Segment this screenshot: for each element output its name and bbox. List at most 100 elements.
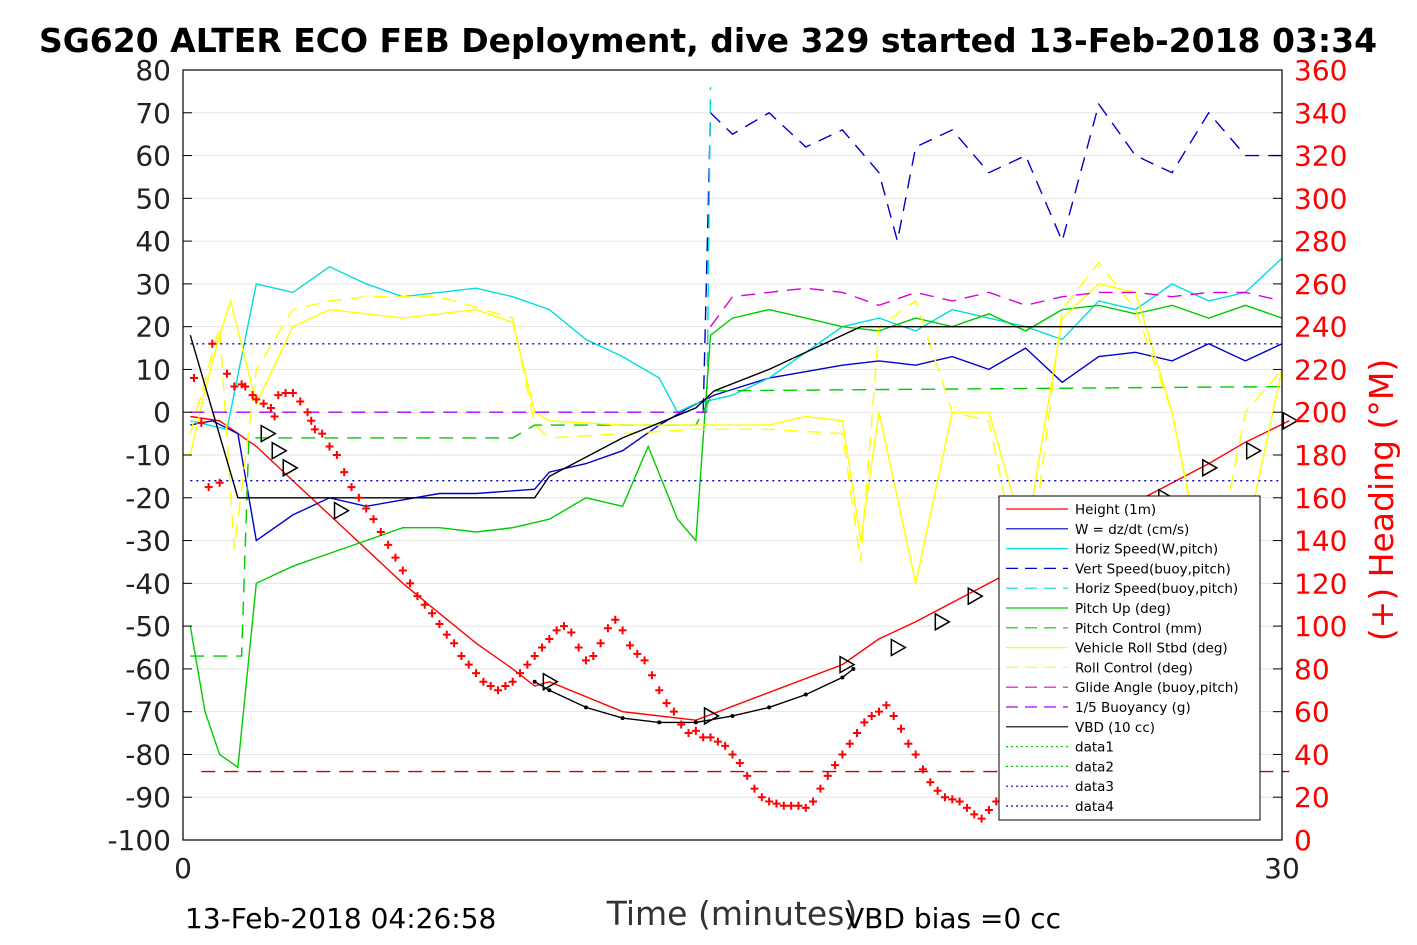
heading-point bbox=[281, 388, 290, 397]
y-right-tick-label: 360 bbox=[1294, 54, 1347, 87]
y-right-tick-label: 160 bbox=[1294, 482, 1347, 515]
descent-track-dot bbox=[851, 666, 856, 671]
heading-point bbox=[508, 677, 517, 686]
footer-vbd-bias: VBD bias =0 cc bbox=[845, 902, 1061, 935]
heading-point bbox=[897, 724, 906, 733]
heading-point bbox=[926, 778, 935, 787]
legend-entry: Glide Angle (buoy,pitch) bbox=[1075, 680, 1239, 696]
series-line-w-dz-dt-cm-s- bbox=[190, 343, 1283, 542]
y-tick-label: 80 bbox=[135, 54, 171, 87]
y-tick-label: 50 bbox=[135, 182, 171, 215]
heading-point bbox=[494, 686, 503, 695]
heading-point bbox=[589, 652, 598, 661]
series-line-vbd-10-cc- bbox=[189, 326, 1282, 499]
legend-entry: data3 bbox=[1075, 779, 1114, 795]
heading-point bbox=[867, 711, 876, 720]
heading-point bbox=[479, 677, 488, 686]
y-tick-label: -10 bbox=[125, 439, 171, 472]
heading-point bbox=[684, 729, 693, 738]
triangle-marker bbox=[1282, 411, 1299, 431]
y-tick-label: -90 bbox=[125, 781, 171, 814]
heading-point bbox=[545, 634, 554, 643]
heading-point bbox=[706, 733, 715, 742]
legend-entry: VBD (10 cc) bbox=[1075, 720, 1155, 736]
y-tick-label: -80 bbox=[125, 738, 171, 771]
legend-entry: Horiz Speed(buoy,pitch) bbox=[1075, 581, 1238, 597]
x-axis-label: Time (minutes) bbox=[606, 894, 858, 933]
heading-point bbox=[230, 382, 239, 391]
heading-point bbox=[303, 408, 312, 417]
heading-point bbox=[559, 622, 568, 631]
y-right-tick-label: 100 bbox=[1294, 610, 1347, 643]
heading-point bbox=[918, 765, 927, 774]
triangle-marker bbox=[282, 458, 299, 478]
left-y-axis: 80 70 60 50 40 30 20 10 0 -10 -20 -30 -40 -50 -60 -70 -8… bbox=[107, 54, 192, 857]
heading-point bbox=[933, 786, 942, 795]
descent-track-dot bbox=[583, 705, 588, 710]
heading-point bbox=[977, 814, 986, 823]
heading-point bbox=[450, 639, 459, 648]
heading-point bbox=[735, 759, 744, 767]
heading-point bbox=[197, 418, 206, 427]
heading-point bbox=[794, 801, 803, 810]
heading-point bbox=[325, 442, 334, 451]
heading-point bbox=[413, 592, 422, 601]
heading-point bbox=[662, 699, 671, 708]
x-tick-label: 30 bbox=[1264, 852, 1300, 885]
heading-point bbox=[889, 711, 898, 720]
heading-point bbox=[523, 660, 532, 669]
y-right-tick-label: 140 bbox=[1294, 525, 1347, 558]
heading-point bbox=[962, 803, 971, 812]
heading-point bbox=[420, 600, 429, 609]
y-right-tick-label: 220 bbox=[1294, 353, 1347, 386]
heading-point bbox=[831, 761, 840, 770]
y-right-tick-label: 200 bbox=[1294, 396, 1347, 429]
heading-point bbox=[904, 739, 913, 748]
y-right-tick-label: 40 bbox=[1294, 738, 1330, 771]
heading-point bbox=[530, 652, 539, 661]
heading-point bbox=[691, 726, 700, 735]
right-y-axis: 3603403203002802602402202001801601401201… bbox=[1273, 54, 1347, 857]
heading-point bbox=[603, 624, 612, 633]
triangle-marker bbox=[967, 586, 984, 606]
descent-track-dot bbox=[693, 720, 698, 725]
heading-point bbox=[728, 750, 737, 759]
heading-point bbox=[384, 540, 393, 549]
heading-point bbox=[940, 793, 949, 802]
heading-point bbox=[204, 483, 213, 492]
y-right-tick-label: 0 bbox=[1294, 824, 1312, 857]
heading-point bbox=[288, 388, 297, 397]
legend-entry: Vert Speed(buoy,pitch) bbox=[1075, 561, 1231, 577]
y-tick-label: -70 bbox=[125, 696, 171, 729]
y-tick-label: 20 bbox=[135, 311, 171, 344]
series-line-horiz-speed-w-pitch- bbox=[190, 257, 1283, 431]
y-tick-label: -100 bbox=[107, 824, 171, 857]
legend-entry: 1/5 Buoyancy (g) bbox=[1075, 700, 1191, 716]
y-tick-label: -50 bbox=[125, 610, 171, 643]
heading-point bbox=[296, 397, 305, 406]
heading-point bbox=[398, 566, 407, 575]
heading-point bbox=[362, 504, 371, 513]
legend-entry: Pitch Control (mm) bbox=[1075, 621, 1202, 637]
heading-point bbox=[677, 720, 686, 729]
footer-timestamp: 13-Feb-2018 04:26:58 bbox=[185, 902, 496, 935]
y-right-tick-label: 60 bbox=[1294, 696, 1330, 729]
y-right-tick-label: 300 bbox=[1294, 182, 1347, 215]
heading-point bbox=[860, 718, 869, 727]
y-right-tick-label: 340 bbox=[1294, 97, 1347, 130]
heading-point bbox=[984, 806, 993, 815]
heading-point bbox=[765, 797, 774, 806]
heading-point bbox=[567, 628, 576, 637]
heading-point bbox=[442, 630, 451, 639]
legend: Height (1m) W = dz/dt (cm/s) Horiz Speed(W… bbox=[998, 495, 1261, 821]
heading-point bbox=[307, 416, 316, 425]
legend-entry: data2 bbox=[1075, 759, 1114, 775]
y-right-tick-label: 240 bbox=[1294, 311, 1347, 344]
y-right-tick-label: 180 bbox=[1294, 439, 1347, 472]
triangle-marker bbox=[542, 672, 559, 692]
series-line-pitch-up-deg- bbox=[189, 304, 1283, 769]
legend-entry: Roll Control (deg) bbox=[1075, 660, 1193, 676]
heading-point bbox=[574, 643, 583, 652]
heading-point bbox=[241, 382, 250, 391]
